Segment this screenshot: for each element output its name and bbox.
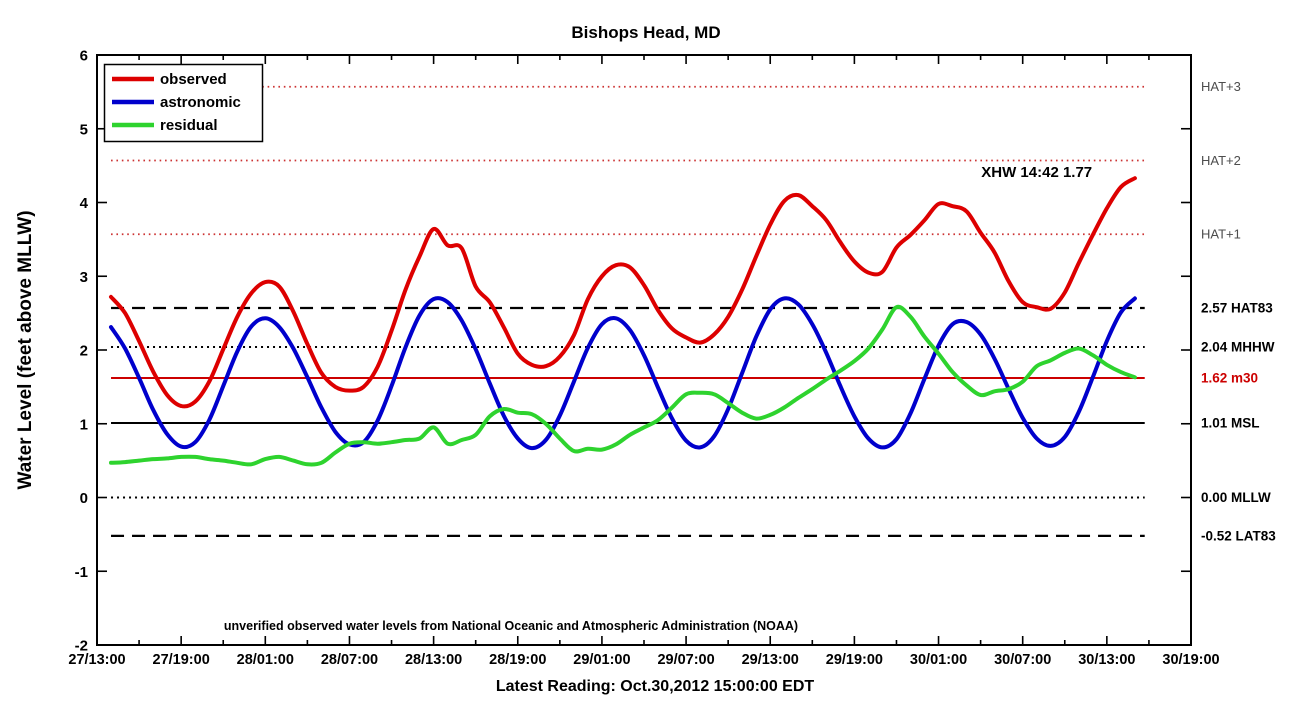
reference-label-1-01-msl: 1.01 MSL bbox=[1201, 416, 1260, 431]
y-tick-label: 4 bbox=[80, 195, 89, 212]
y-tick-label: 3 bbox=[80, 269, 88, 286]
x-tick-label: 30/07:00 bbox=[994, 652, 1051, 668]
x-tick-label: 30/13:00 bbox=[1078, 652, 1135, 668]
y-tick-label: 2 bbox=[80, 343, 88, 360]
reference-label--0-52-lat83: -0.52 LAT83 bbox=[1201, 528, 1276, 543]
x-tick-label: 28/01:00 bbox=[237, 652, 294, 668]
tick-labels-layer: 27/13:00 27/19:00 28/01:00 28/07:00 28/13:00… bbox=[68, 48, 1219, 669]
reference-label-1-62-m30: 1.62 m30 bbox=[1201, 371, 1258, 386]
x-tick-label: 29/13:00 bbox=[742, 652, 799, 668]
xhw-annotation: XHW 14:42 1.77 bbox=[981, 164, 1092, 181]
x-tick-label: 27/13:00 bbox=[68, 652, 125, 668]
x-tick-label: 30/01:00 bbox=[910, 652, 967, 668]
reference-labels-layer: HAT+3 HAT+2 HAT+1 2.57 HAT83 2.04 MHHW 1.62 m… bbox=[1201, 79, 1276, 543]
x-tick-label: 28/07:00 bbox=[321, 652, 378, 668]
reference-label-hat+1: HAT+1 bbox=[1201, 227, 1241, 242]
reference-label-0-00-mllw: 0.00 MLLW bbox=[1201, 490, 1271, 505]
axes-layer bbox=[96, 54, 1192, 646]
plot-border bbox=[96, 54, 1192, 646]
astronomic-curve bbox=[109, 296, 1137, 451]
y-axis-label: Water Level (feet above MLLW) bbox=[15, 210, 36, 489]
y-tick-label: 5 bbox=[80, 121, 88, 138]
chart-title: Bishops Head, MD bbox=[571, 23, 720, 42]
x-tick-label: 30/19:00 bbox=[1162, 652, 1219, 668]
legend-label-observed: observed bbox=[160, 71, 227, 88]
reference-label-2-57-hat83: 2.57 HAT83 bbox=[1201, 300, 1273, 315]
y-tick-label: 0 bbox=[80, 490, 88, 507]
reference-lines-layer bbox=[111, 85, 1145, 537]
x-tick-label: 29/07:00 bbox=[657, 652, 714, 668]
reference-label-hat+3: HAT+3 bbox=[1201, 79, 1241, 94]
residual-curve bbox=[109, 304, 1137, 467]
y-tick-label: 1 bbox=[80, 416, 88, 433]
y-tick-label: -1 bbox=[75, 564, 88, 581]
x-tick-label: 28/13:00 bbox=[405, 652, 462, 668]
y-tick-label: -2 bbox=[75, 638, 88, 655]
x-axis-label: Latest Reading: Oct.30,2012 15:00:00 EDT bbox=[496, 678, 815, 695]
legend: observed astronomic residual bbox=[103, 63, 264, 143]
x-tick-label: 29/01:00 bbox=[573, 652, 630, 668]
y-tick-label: 6 bbox=[80, 48, 88, 65]
legend-label-residual: residual bbox=[160, 117, 218, 134]
series-layer bbox=[109, 176, 1137, 467]
reference-label-2-04-mhhw: 2.04 MHHW bbox=[1201, 340, 1275, 355]
legend-label-astronomic: astronomic bbox=[160, 94, 241, 111]
footnote: unverified observed water levels from Na… bbox=[224, 619, 798, 633]
x-tick-label: 28/19:00 bbox=[489, 652, 546, 668]
x-tick-label: 27/19:00 bbox=[153, 652, 210, 668]
observed-curve bbox=[109, 176, 1137, 409]
x-tick-label: 29/19:00 bbox=[826, 652, 883, 668]
reference-label-hat+2: HAT+2 bbox=[1201, 153, 1241, 168]
